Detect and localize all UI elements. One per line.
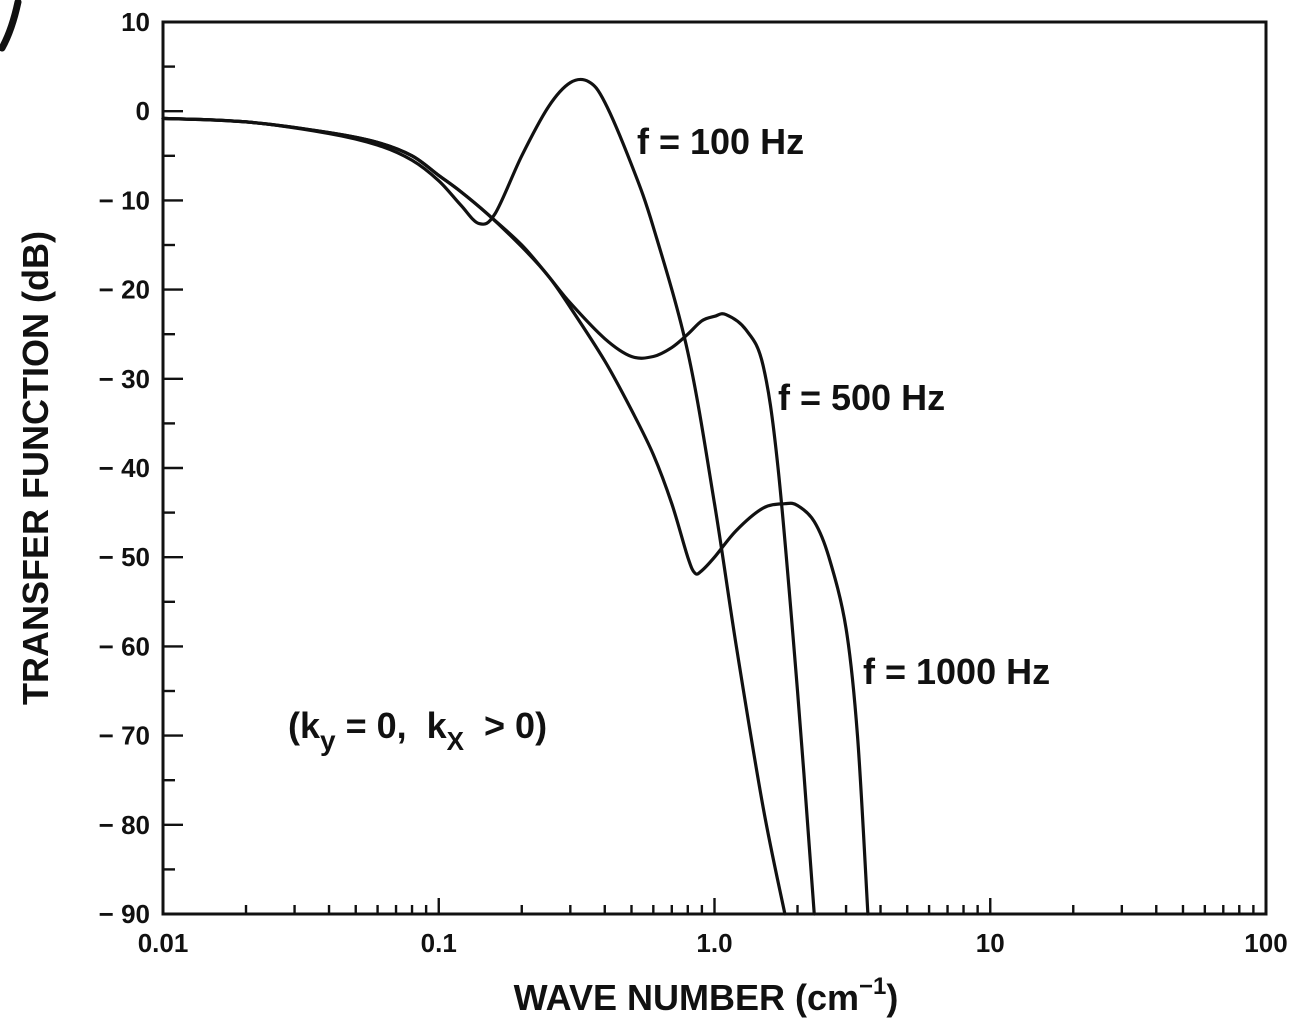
series-line-0 — [161, 77, 787, 916]
scan-artifact-mark — [0, 0, 22, 52]
x-axis-title-superscript: −1 — [859, 973, 886, 1000]
series-curves — [161, 77, 870, 916]
y-tick-label: 0 — [136, 96, 150, 126]
y-tick-label: − 40 — [99, 453, 150, 483]
condition-sub-x: X — [447, 726, 465, 756]
y-tick-label: − 20 — [99, 275, 150, 305]
condition-note: (ky = 0, kX > 0) — [288, 705, 547, 756]
x-tick-label: 0.01 — [138, 928, 189, 958]
annotation-f100: f = 100 Hz — [637, 121, 804, 162]
x-tick-label: 100 — [1244, 928, 1287, 958]
y-tick-label: − 90 — [99, 899, 150, 929]
x-tick-label: 1.0 — [696, 928, 732, 958]
annotation-f500: f = 500 Hz — [778, 377, 945, 418]
x-tick-label: 10 — [976, 928, 1005, 958]
x-axis-title-close: ) — [886, 977, 898, 1018]
y-tick-label: − 10 — [99, 185, 150, 215]
y-tick-labels: 10 0 − 10 − 20 − 30 − 40 − 50 − 60 − 70 − 80 − 90 — [99, 7, 150, 929]
condition-mid: = 0, k — [336, 705, 448, 746]
condition-open: (k — [288, 705, 321, 746]
y-tick-label: − 70 — [99, 721, 150, 751]
series-line-2 — [161, 116, 870, 916]
y-tick-label: − 60 — [99, 631, 150, 661]
plot-frame — [161, 20, 1268, 916]
y-tick-label: − 30 — [99, 364, 150, 394]
x-axis-title: WAVE NUMBER (cm−1) — [514, 973, 899, 1018]
x-tick-label: 0.1 — [421, 928, 457, 958]
y-tick-label: 10 — [121, 7, 150, 37]
y-axis-title: TRANSFER FUNCTION (dB) — [15, 231, 56, 705]
annotation-f1000: f = 1000 Hz — [863, 651, 1050, 692]
x-axis-title-main: WAVE NUMBER (cm — [514, 977, 859, 1018]
y-tick-label: − 50 — [99, 542, 150, 572]
condition-sub-y: y — [320, 725, 336, 756]
condition-close: > 0) — [464, 705, 547, 746]
y-tick-label: − 80 — [99, 810, 150, 840]
x-tick-labels: 0.01 0.1 1.0 10 100 — [138, 928, 1288, 958]
